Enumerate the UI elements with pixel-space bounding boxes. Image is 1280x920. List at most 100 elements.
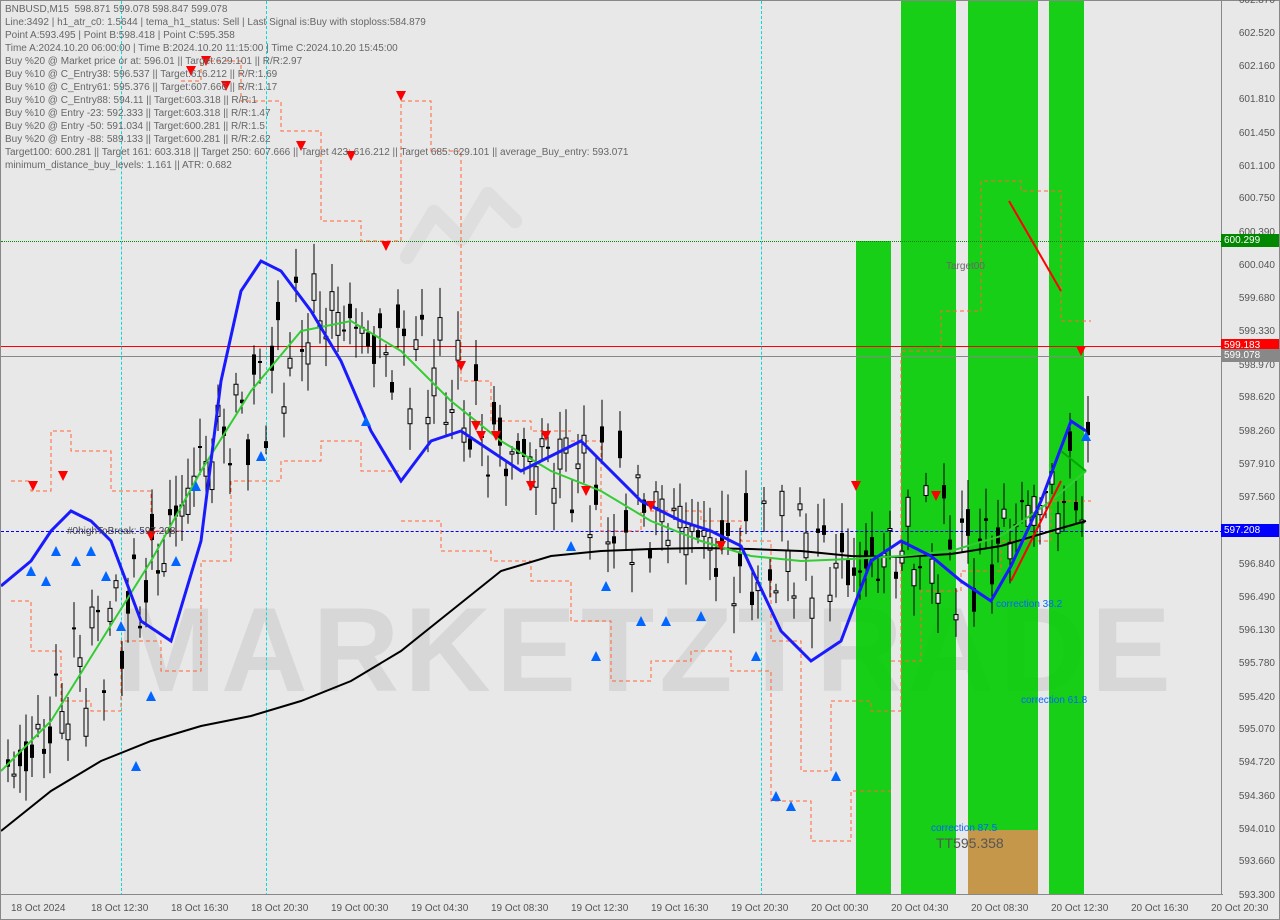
vertical-time-line <box>761 1 762 896</box>
info-line: Buy %10 @ C_Entry88: 594.11 || Target:60… <box>5 94 257 107</box>
price-tick-label: 595.070 <box>1239 724 1275 735</box>
buy-arrow-icon <box>636 616 646 626</box>
chart-annotation: Target00 <box>946 261 985 272</box>
sell-arrow-icon <box>476 431 486 441</box>
sell-arrow-icon <box>58 471 68 481</box>
price-tick-label: 599.330 <box>1239 326 1275 337</box>
price-tick-label: 598.260 <box>1239 426 1275 437</box>
chart-annotation: correction 38.2 <box>996 599 1062 610</box>
price-axis: 602.870602.520602.160601.810601.450601.1… <box>1221 1 1279 896</box>
buy-arrow-icon <box>771 791 781 801</box>
time-tick-label: 19 Oct 08:30 <box>491 903 548 914</box>
price-tick-label: 595.420 <box>1239 692 1275 703</box>
price-tick-label: 594.010 <box>1239 824 1275 835</box>
buy-arrow-icon <box>86 546 96 556</box>
time-tick-label: 18 Oct 2024 <box>11 903 65 914</box>
buy-arrow-icon <box>41 576 51 586</box>
chart-container[interactable]: MARKETZTRADE #0highToBreak: 597.208Targe… <box>0 0 1280 920</box>
info-line: Buy %20 @ Entry -50: 591.034 || Target:6… <box>5 120 265 133</box>
price-marker: 597.208 <box>1221 524 1279 537</box>
time-tick-label: 20 Oct 08:30 <box>971 903 1028 914</box>
info-line: Buy %10 @ C_Entry61: 595.376 || Target:6… <box>5 81 277 94</box>
buy-arrow-icon <box>591 651 601 661</box>
price-tick-label: 600.040 <box>1239 260 1275 271</box>
buy-zone <box>968 1 1038 896</box>
sell-arrow-icon <box>456 361 466 371</box>
buy-arrow-icon <box>751 651 761 661</box>
sell-arrow-icon <box>526 481 536 491</box>
buy-arrow-icon <box>101 571 111 581</box>
sell-arrow-icon <box>381 241 391 251</box>
price-tick-label: 597.560 <box>1239 492 1275 503</box>
price-tick-label: 597.910 <box>1239 459 1275 470</box>
symbol-header: BNBUSD,M15 598.871 599.078 598.847 599.0… <box>5 3 227 16</box>
buy-zone <box>856 241 891 896</box>
buy-arrow-icon <box>361 416 371 426</box>
sell-arrow-icon <box>491 431 501 441</box>
info-line: Line:3492 | h1_atr_c0: 1.5644 | tema_h1_… <box>5 16 426 29</box>
price-tick-label: 598.620 <box>1239 392 1275 403</box>
time-tick-label: 20 Oct 04:30 <box>891 903 948 914</box>
time-tick-label: 20 Oct 16:30 <box>1131 903 1188 914</box>
horizontal-level-line <box>1 346 1223 347</box>
time-tick-label: 20 Oct 00:30 <box>811 903 868 914</box>
horizontal-level-line <box>1 356 1223 357</box>
sell-arrow-icon <box>471 421 481 431</box>
chart-area[interactable]: #0highToBreak: 597.208 Target00 correction… <box>1 1 1223 896</box>
info-line: Buy %20 @ Market price or at: 596.01 || … <box>5 55 302 68</box>
buy-arrow-icon <box>566 541 576 551</box>
sell-arrow-icon <box>931 491 941 501</box>
price-tick-label: 601.100 <box>1239 161 1275 172</box>
time-tick-label: 19 Oct 00:30 <box>331 903 388 914</box>
sell-arrow-icon <box>1076 346 1086 356</box>
buy-arrow-icon <box>146 691 156 701</box>
price-marker: 600.299 <box>1221 234 1279 247</box>
time-tick-label: 19 Oct 16:30 <box>651 903 708 914</box>
time-tick-label: 18 Oct 20:30 <box>251 903 308 914</box>
price-tick-label: 601.810 <box>1239 94 1275 105</box>
buy-arrow-icon <box>191 481 201 491</box>
time-axis: 18 Oct 2024 18 Oct 12:30 18 Oct 16:30 18 Oc… <box>1 894 1223 919</box>
buy-arrow-icon <box>71 556 81 566</box>
info-line: Buy %10 @ Entry -23: 592.333 || Target:6… <box>5 107 271 120</box>
chart-annotation: correction 87.5 <box>931 823 997 834</box>
info-line: Point A:593.495 | Point B:598.418 | Poin… <box>5 29 235 42</box>
chart-annotation: correction 61.8 <box>1021 695 1087 706</box>
time-tick-label: 20 Oct 12:30 <box>1051 903 1108 914</box>
buy-arrow-icon <box>831 771 841 781</box>
buy-arrow-icon <box>116 621 126 631</box>
price-tick-label: 593.300 <box>1239 890 1275 901</box>
sell-arrow-icon <box>28 481 38 491</box>
info-line: Buy %20 @ Entry -88: 589.133 || Target:6… <box>5 133 271 146</box>
price-tick-label: 594.720 <box>1239 757 1275 768</box>
info-line: Time A:2024.10.20 06:00:00 | Time B:2024… <box>5 42 398 55</box>
buy-arrow-icon <box>696 611 706 621</box>
buy-arrow-icon <box>786 801 796 811</box>
price-tick-label: 600.750 <box>1239 193 1275 204</box>
price-tick-label: 599.680 <box>1239 293 1275 304</box>
buy-zone <box>1049 1 1084 896</box>
info-line: minimum_distance_buy_levels: 1.161 || AT… <box>5 159 232 172</box>
price-tick-label: 596.130 <box>1239 625 1275 636</box>
time-tick-label: 18 Oct 16:30 <box>171 903 228 914</box>
buy-arrow-icon <box>131 761 141 771</box>
price-tick-label: 602.870 <box>1239 0 1275 6</box>
horizontal-level-line <box>1 241 1223 242</box>
info-line: Buy %10 @ C_Entry38: 596.537 || Target:6… <box>5 68 277 81</box>
time-tick-label: 18 Oct 12:30 <box>91 903 148 914</box>
buy-zone <box>901 1 956 896</box>
chart-annotation: TT595.358 <box>936 835 1004 851</box>
buy-arrow-icon <box>171 556 181 566</box>
price-tick-label: 596.840 <box>1239 559 1275 570</box>
price-marker: 599.078 <box>1221 349 1279 362</box>
chart-annotation: #0highToBreak: 597.208 <box>67 526 175 537</box>
price-tick-label: 594.360 <box>1239 791 1275 802</box>
price-tick-label: 595.780 <box>1239 658 1275 669</box>
time-tick-label: 20 Oct 20:30 <box>1211 903 1268 914</box>
time-tick-label: 19 Oct 04:30 <box>411 903 468 914</box>
time-tick-label: 19 Oct 12:30 <box>571 903 628 914</box>
buy-arrow-icon <box>256 451 266 461</box>
buy-arrow-icon <box>1081 431 1091 441</box>
info-line: Target100: 600.281 || Target 161: 603.31… <box>5 146 629 159</box>
price-tick-label: 593.660 <box>1239 856 1275 867</box>
